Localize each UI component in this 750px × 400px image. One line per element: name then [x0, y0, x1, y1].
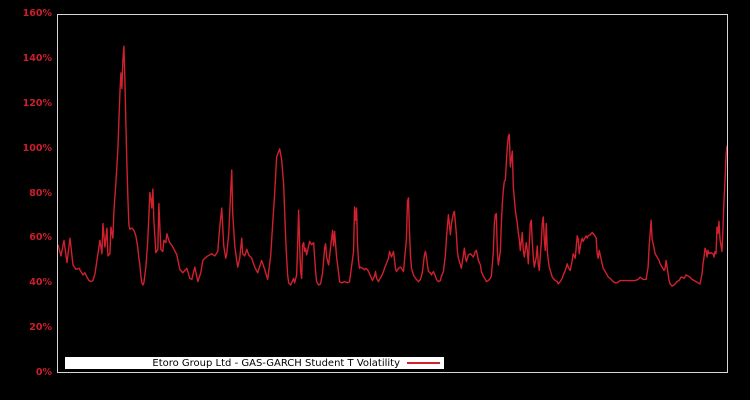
plot-area — [57, 14, 728, 373]
y-axis: 160% 140% 120% 100% 80% 60% 40% 20% 0% — [0, 0, 52, 400]
legend: Etoro Group Ltd - GAS-GARCH Student T Vo… — [65, 357, 444, 369]
y-axis-tick-label: 40% — [29, 277, 52, 289]
legend-label: Etoro Group Ltd - GAS-GARCH Student T Vo… — [152, 357, 400, 369]
volatility-line-svg — [58, 45, 727, 287]
y-axis-tick-label: 160% — [22, 8, 52, 19]
y-axis-tick-label: 60% — [29, 232, 52, 244]
legend-line-sample-icon — [407, 362, 440, 364]
y-axis-tick-label: 140% — [22, 52, 52, 64]
y-axis-tick-label: 80% — [29, 187, 52, 199]
y-axis-tick-label: 120% — [22, 97, 52, 109]
y-axis-tick-label: 0% — [35, 367, 52, 378]
y-axis-tick-label: 100% — [22, 142, 52, 154]
y-axis-tick-label: 20% — [29, 322, 52, 334]
volatility-line — [58, 45, 727, 287]
